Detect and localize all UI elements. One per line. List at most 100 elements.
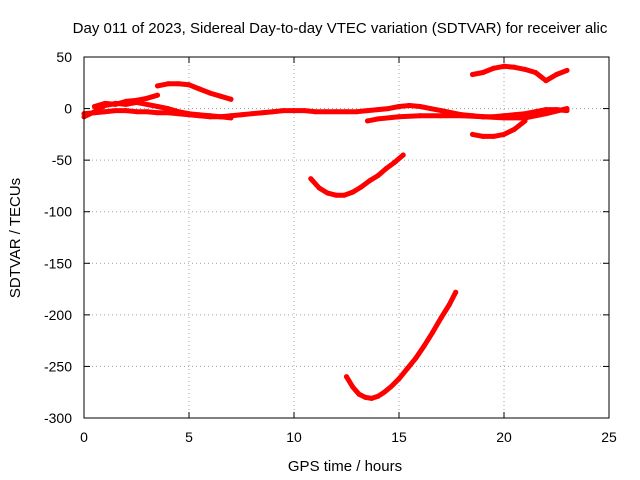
data-point [207, 113, 213, 119]
data-point [404, 366, 410, 371]
data-point [438, 108, 444, 114]
data-point [325, 190, 331, 196]
data-point [218, 93, 223, 99]
data-point [554, 72, 559, 77]
data-point [134, 97, 139, 103]
axis-ticks: 0 5 10 15 20 25 50 0 -50 -100 -150 -200 -250 -300 [44, 49, 617, 445]
data-point [400, 152, 406, 158]
data-point [501, 115, 507, 121]
data-point [417, 104, 423, 109]
data-point [344, 109, 349, 115]
data-point [197, 112, 202, 118]
data-point [155, 92, 160, 98]
data-point [134, 109, 139, 115]
data-point [333, 192, 339, 198]
data-point [480, 70, 486, 75]
data-point [501, 63, 507, 69]
data-point [396, 376, 402, 382]
data-point [421, 343, 427, 349]
data-point [369, 395, 375, 401]
data-point [312, 109, 318, 115]
data-point [386, 106, 391, 112]
data-series [81, 63, 570, 401]
data-point [260, 110, 265, 116]
data-point [522, 66, 528, 72]
data-point [480, 133, 486, 139]
data-point [144, 101, 150, 107]
data-point [375, 393, 381, 399]
data-point [501, 131, 507, 137]
data-point [491, 133, 496, 139]
y-tick-label: -100 [44, 204, 72, 220]
data-point [564, 106, 570, 112]
data-point [239, 112, 244, 118]
data-point [113, 101, 118, 107]
data-point [375, 116, 381, 122]
x-tick-label: 15 [391, 429, 407, 445]
series-5-line [470, 118, 528, 139]
chart-title: Day 011 of 2023, Sidereal Day-to-day VTE… [73, 20, 608, 37]
plot-frame [83, 56, 610, 419]
data-point [512, 126, 517, 132]
data-point [480, 114, 486, 120]
data-point [522, 118, 528, 124]
data-point [102, 100, 108, 106]
data-point [186, 82, 192, 88]
data-point [228, 96, 234, 102]
data-point [350, 189, 356, 195]
data-point [176, 81, 181, 87]
x-axis-label: GPS time / hours [288, 458, 402, 475]
data-point [459, 113, 465, 119]
data-point [102, 109, 108, 115]
data-point [113, 108, 118, 114]
data-point [512, 64, 517, 70]
data-point [365, 108, 370, 114]
data-point [323, 109, 328, 115]
y-tick-label: -150 [44, 255, 72, 271]
data-point [392, 159, 398, 165]
y-tick-label: -50 [52, 152, 72, 168]
data-point [470, 72, 475, 77]
data-point [165, 106, 171, 112]
data-point [428, 106, 433, 112]
series-7-line [308, 152, 406, 198]
series-6-line [470, 63, 570, 84]
data-point [533, 70, 538, 75]
y-tick-label: -250 [44, 358, 72, 374]
x-tick-label: 0 [80, 429, 88, 445]
data-point [491, 65, 496, 71]
data-point [155, 83, 160, 89]
y-tick-label: -300 [44, 410, 72, 426]
data-point [453, 289, 459, 295]
x-tick-label: 5 [185, 429, 193, 445]
data-point [207, 90, 213, 96]
data-point [396, 114, 402, 120]
data-point [381, 389, 387, 395]
data-point [186, 111, 192, 117]
data-point [270, 109, 276, 115]
data-point [123, 98, 129, 104]
data-point [144, 109, 150, 115]
data-point [365, 118, 370, 124]
data-point [362, 394, 368, 400]
y-axis-label: SDTVAR / TECUs [7, 178, 24, 298]
data-point [356, 391, 362, 397]
series-8-line [344, 289, 459, 401]
data-point [446, 302, 452, 307]
data-point [375, 173, 381, 179]
data-point [396, 104, 402, 109]
y-tick-label: 0 [64, 101, 72, 117]
data-point [383, 165, 389, 171]
data-point [155, 104, 160, 109]
data-point [291, 108, 297, 114]
x-tick-label: 20 [496, 429, 512, 445]
x-tick-label: 25 [601, 429, 617, 445]
data-point [228, 115, 234, 121]
data-point [302, 108, 307, 114]
data-point [197, 86, 202, 92]
data-point [333, 109, 339, 115]
data-point [341, 192, 347, 198]
data-point [375, 107, 381, 113]
data-point [470, 131, 475, 137]
data-point [92, 109, 97, 115]
